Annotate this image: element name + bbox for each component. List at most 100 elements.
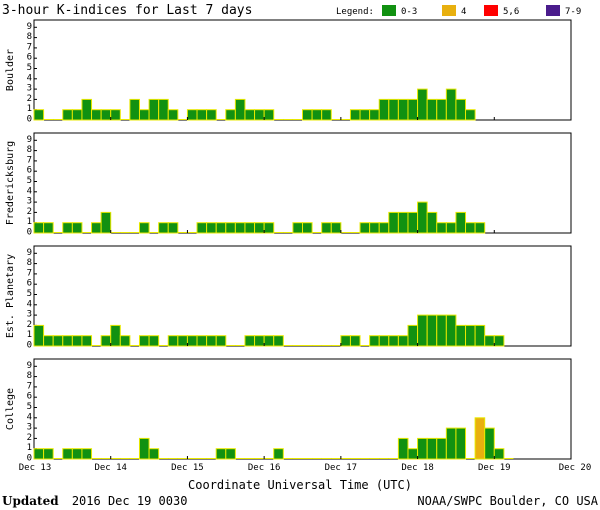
- y-tick-label: 4: [27, 299, 32, 309]
- k-index-bar: [81, 98, 93, 121]
- k-index-bar: [71, 335, 83, 347]
- k-index-bar: [474, 222, 486, 234]
- y-tick-label: 6: [27, 392, 32, 402]
- k-index-bar: [129, 98, 140, 121]
- k-index-bar: [455, 324, 467, 347]
- k-index-bar: [330, 222, 342, 234]
- k-index-bar: [244, 222, 256, 234]
- y-tick-label: 8: [27, 258, 32, 268]
- y-tick-label: 2: [27, 320, 32, 330]
- y-tick-label: 1: [27, 443, 32, 453]
- y-tick-label: 5: [27, 176, 32, 186]
- k-index-bar: [426, 314, 438, 347]
- k-index-bar: [148, 335, 160, 347]
- k-index-bar: [474, 324, 486, 347]
- y-tick-label: 8: [27, 145, 32, 155]
- y-tick-label: 0: [27, 341, 32, 351]
- k-index-bar: [254, 335, 265, 347]
- k-index-bar: [196, 222, 208, 234]
- k-index-bar: [321, 109, 332, 121]
- k-index-bar: [62, 448, 73, 460]
- k-index-bar: [167, 222, 179, 234]
- k-index-bar: [417, 88, 428, 121]
- k-index-bar: [455, 211, 467, 234]
- k-index-bar: [148, 448, 160, 460]
- k-index-bar: [167, 335, 179, 347]
- y-tick-label: 8: [27, 32, 32, 42]
- x-tick-label: Dec 20: [559, 463, 592, 473]
- k-index-bar: [196, 109, 208, 121]
- k-index-bar: [91, 109, 102, 121]
- k-index-bar: [378, 335, 390, 347]
- y-tick-label: 5: [27, 402, 32, 412]
- y-tick-label: 5: [27, 63, 32, 73]
- k-index-bar: [455, 98, 467, 121]
- footer-updated: Updated 2016 Dec 19 0030: [2, 494, 187, 508]
- x-tick-label: Dec 18: [401, 463, 434, 473]
- k-index-bar: [244, 109, 256, 121]
- k-index-bar: [263, 222, 275, 234]
- k-index-bar: [100, 109, 112, 121]
- panel-frame: [33, 19, 572, 121]
- k-index-bar: [244, 335, 256, 347]
- k-index-bar: [215, 335, 227, 347]
- k-index-bar: [33, 109, 45, 121]
- k-index-bar: [311, 109, 323, 121]
- k-index-bar: [426, 437, 438, 460]
- k-index-bar: [417, 437, 428, 460]
- k-index-bar: [254, 222, 265, 234]
- k-index-bar: [138, 222, 150, 234]
- y-tick-label: 6: [27, 279, 32, 289]
- k-index-bar: [407, 448, 419, 460]
- k-index-bar: [206, 335, 217, 347]
- x-tick-label: Dec 17: [325, 463, 358, 473]
- k-index-bar: [378, 222, 390, 234]
- k-index-bar: [110, 324, 121, 347]
- k-index-bar: [426, 211, 438, 234]
- y-tick-label: 5: [27, 289, 32, 299]
- k-index-bar: [388, 98, 399, 121]
- k-index-bar: [407, 324, 419, 347]
- k-index-bar: [445, 314, 457, 347]
- panel-label: College: [5, 388, 16, 430]
- k-index-bar: [110, 109, 121, 121]
- legend-swatch-0-3: [382, 5, 396, 16]
- y-tick-label: 7: [27, 155, 32, 165]
- k-index-bar: [369, 109, 380, 121]
- updated-value: 2016 Dec 19 0030: [72, 494, 188, 508]
- y-tick-label: 9: [27, 135, 32, 145]
- k-index-bar: [43, 448, 54, 460]
- k-index-bar: [436, 314, 447, 347]
- k-index-bar: [465, 109, 476, 121]
- y-tick-label: 2: [27, 207, 32, 217]
- k-index-bar: [397, 98, 409, 121]
- k-index-bar: [417, 314, 428, 347]
- k-index-bar: [62, 222, 73, 234]
- k-index-bar: [81, 335, 93, 347]
- legend-swatch-5-6: [484, 5, 498, 16]
- k-index-bar: [321, 222, 332, 234]
- k-index-bar: [349, 109, 361, 121]
- k-index-bar: [484, 427, 495, 460]
- y-tick-label: 4: [27, 186, 32, 196]
- panel-label: Est. Planetary: [5, 254, 16, 338]
- panel-label: Boulder: [5, 49, 16, 91]
- k-index-bar: [397, 335, 409, 347]
- x-axis-label: Coordinate Universal Time (UTC): [188, 478, 412, 492]
- k-index-bar: [340, 335, 351, 347]
- y-tick-label: 1: [27, 104, 32, 114]
- k-index-bar: [263, 335, 275, 347]
- legend-item-4: 4: [461, 7, 466, 17]
- k-index-bar: [445, 88, 457, 121]
- k-index-bar: [100, 211, 112, 234]
- k-index-bar: [493, 335, 505, 347]
- k-index-bar: [359, 109, 371, 121]
- k-index-bar: [234, 222, 246, 234]
- k-index-bar: [119, 335, 131, 347]
- k-index-bar: [100, 335, 112, 347]
- y-tick-label: 9: [27, 22, 32, 32]
- k-index-bar: [62, 109, 73, 121]
- legend-item-7-9: 7-9: [565, 7, 581, 17]
- legend-swatch-7-9: [546, 5, 560, 16]
